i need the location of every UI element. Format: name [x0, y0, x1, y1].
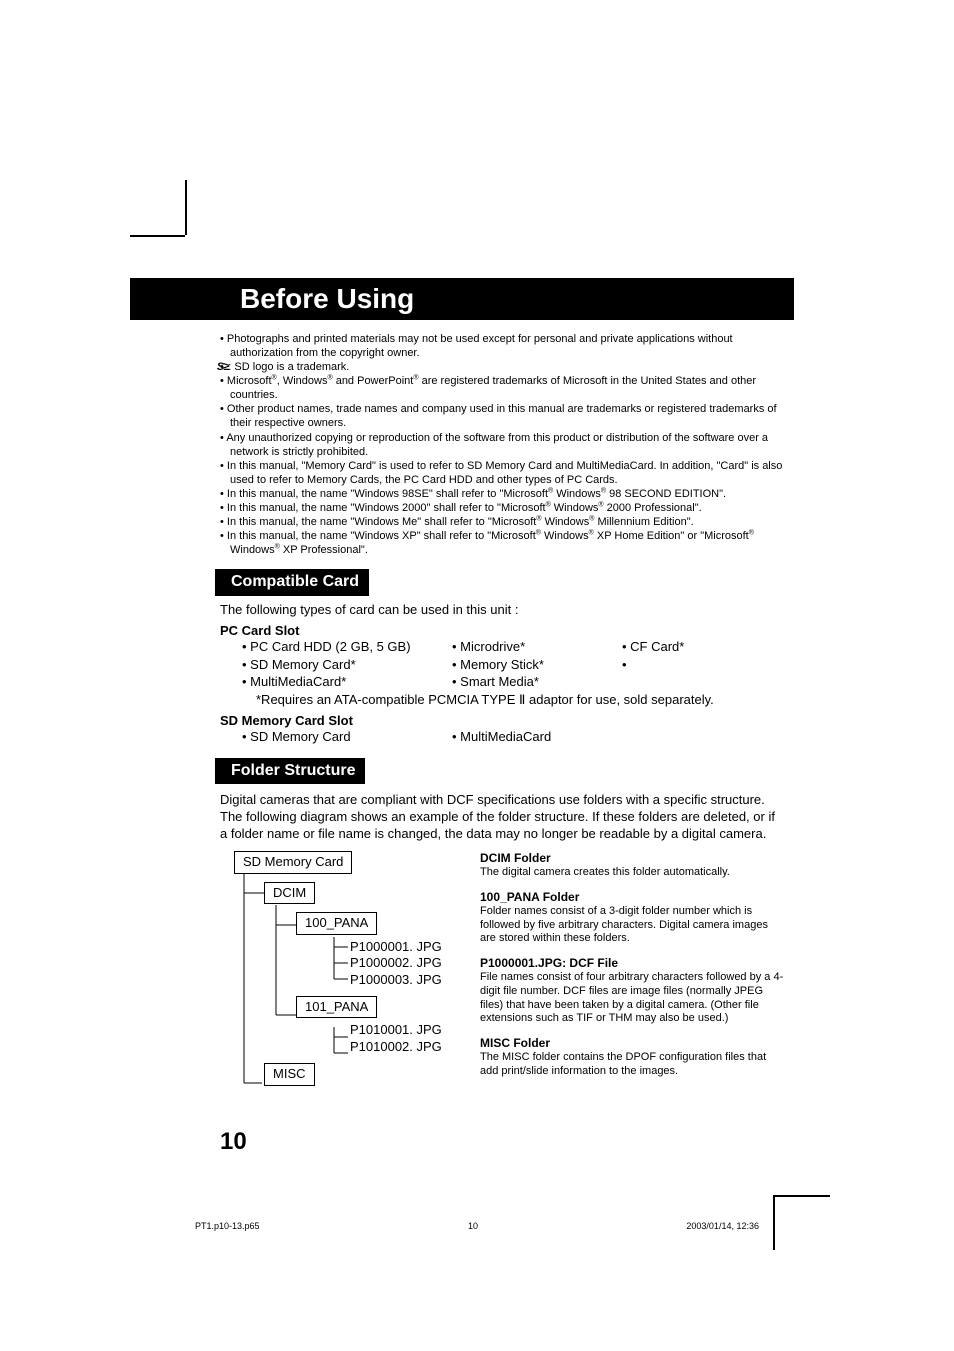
desc-text: Folder names consist of a 3-digit folder…	[480, 905, 784, 946]
trademark-item: Photographs and printed materials may no…	[220, 332, 784, 360]
trademark-item: Microsoft®, Windows® and PowerPoint® are…	[220, 374, 784, 402]
slot-item: SD Memory Card*	[242, 657, 452, 674]
trademark-item: Other product names, trade names and com…	[220, 402, 784, 430]
file-item: P1000003. JPG	[350, 972, 460, 988]
crop-mark	[185, 180, 187, 235]
slot-item: Memory Stick*	[452, 657, 622, 674]
desc-dcffile: P1000001.JPG: DCF File File names consis…	[480, 956, 784, 1026]
desc-title: MISC Folder	[480, 1036, 784, 1051]
folder-root: SD Memory Card	[234, 851, 352, 874]
crop-mark	[773, 1195, 775, 1250]
desc-text: The MISC folder contains the DPOF config…	[480, 1051, 784, 1079]
file-item: P1010001. JPG	[350, 1022, 460, 1038]
desc-100pana: 100_PANA Folder Folder names consist of …	[480, 890, 784, 946]
section-heading-compatible: Compatible Card	[215, 569, 369, 595]
trademark-item: In this manual, the name "Windows 98SE" …	[220, 487, 784, 501]
pc-slot-note: *Requires an ATA-compatible PCMCIA TYPE …	[256, 692, 784, 709]
sd-logo-icon: S≥	[227, 360, 228, 374]
desc-title: P1000001.JPG: DCF File	[480, 956, 784, 971]
folder-101-files: P1010001. JPG P1010002. JPG	[350, 1022, 460, 1055]
slot-item: CF Card*	[622, 639, 784, 656]
desc-title: DCIM Folder	[480, 851, 784, 866]
slot-item: MultiMediaCard*	[242, 674, 452, 691]
desc-text: File names consist of four arbitrary cha…	[480, 971, 784, 1026]
page-number: 10	[220, 1128, 247, 1156]
file-item: P1000002. JPG	[350, 955, 460, 971]
slot-item: Microdrive*	[452, 639, 622, 656]
trademark-item: S≥: SD logo is a trademark.	[220, 360, 784, 374]
folder-descriptions: DCIM Folder The digital camera creates t…	[480, 851, 784, 1089]
crop-mark	[775, 1195, 830, 1197]
page-title-bar: Before Using	[130, 278, 794, 320]
file-item: P1000001. JPG	[350, 939, 460, 955]
compatible-intro: The following types of card can be used …	[220, 602, 784, 619]
file-item: P1010002. JPG	[350, 1039, 460, 1055]
desc-dcim: DCIM Folder The digital camera creates t…	[480, 851, 784, 880]
footer: PT1.p10-13.p65 10 2003/01/14, 12:36	[195, 1221, 759, 1231]
trademark-item: In this manual, the name "Windows XP" sh…	[220, 529, 784, 557]
folder-two-col: SD Memory Card DCIM 100_PANA P1000001. J…	[220, 851, 784, 1089]
slot-item	[622, 657, 784, 674]
folder-intro: Digital cameras that are compliant with …	[220, 792, 784, 843]
folder-100-files: P1000001. JPG P1000002. JPG P1000003. JP…	[350, 939, 460, 988]
trademark-item: In this manual, the name "Windows 2000" …	[220, 501, 784, 515]
trademark-item: Any unauthorized copying or reproduction…	[220, 431, 784, 459]
crop-mark	[130, 235, 185, 237]
footer-date: 2003/01/14, 12:36	[686, 1221, 759, 1231]
footer-file: PT1.p10-13.p65	[195, 1221, 260, 1231]
trademark-item: In this manual, "Memory Card" is used to…	[220, 459, 784, 487]
content-area: Photographs and printed materials may no…	[220, 332, 784, 1089]
desc-misc: MISC Folder The MISC folder contains the…	[480, 1036, 784, 1079]
section-heading-folder: Folder Structure	[215, 758, 365, 784]
slot-item: PC Card HDD (2 GB, 5 GB)	[242, 639, 452, 656]
footer-page: 10	[468, 1221, 478, 1231]
folder-100: 100_PANA	[296, 912, 377, 935]
folder-misc: MISC	[264, 1063, 315, 1086]
desc-title: 100_PANA Folder	[480, 890, 784, 905]
pc-slot-grid: PC Card HDD (2 GB, 5 GB) Microdrive* CF …	[242, 639, 784, 691]
slot-item: MultiMediaCard	[452, 729, 622, 746]
trademark-list: Photographs and printed materials may no…	[220, 332, 784, 557]
sd-slot-label: SD Memory Card Slot	[220, 713, 784, 730]
page-title: Before Using	[240, 283, 414, 315]
folder-diagram: SD Memory Card DCIM 100_PANA P1000001. J…	[220, 851, 460, 1089]
slot-item: SD Memory Card	[242, 729, 452, 746]
folder-101: 101_PANA	[296, 996, 377, 1019]
desc-text: The digital camera creates this folder a…	[480, 866, 784, 880]
pc-slot-label: PC Card Slot	[220, 623, 784, 640]
slot-item: Smart Media*	[452, 674, 622, 691]
sd-slot-grid: SD Memory Card MultiMediaCard	[242, 729, 784, 746]
trademark-item: In this manual, the name "Windows Me" sh…	[220, 515, 784, 529]
folder-dcim: DCIM	[264, 882, 315, 905]
